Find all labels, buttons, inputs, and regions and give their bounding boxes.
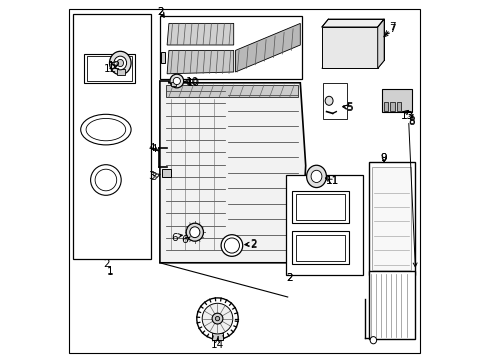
Text: 4: 4 — [150, 144, 157, 154]
Ellipse shape — [90, 165, 121, 195]
Text: 9: 9 — [380, 153, 386, 163]
Bar — [117, 69, 124, 75]
Ellipse shape — [114, 56, 126, 70]
Text: 7: 7 — [389, 22, 395, 32]
Bar — [321, 27, 377, 68]
Ellipse shape — [95, 169, 117, 191]
Text: 14: 14 — [210, 339, 224, 350]
Text: 12: 12 — [104, 64, 117, 74]
Ellipse shape — [81, 114, 131, 145]
Bar — [291, 231, 348, 264]
Text: 12: 12 — [107, 60, 121, 71]
Ellipse shape — [173, 77, 180, 85]
Ellipse shape — [202, 303, 232, 334]
Text: 1: 1 — [107, 267, 114, 277]
Bar — [161, 52, 165, 63]
Bar — [170, 82, 176, 86]
Ellipse shape — [310, 170, 321, 183]
Text: 2: 2 — [249, 239, 256, 249]
Text: 13: 13 — [400, 111, 413, 121]
Polygon shape — [326, 94, 331, 104]
Bar — [291, 191, 348, 223]
Bar — [84, 54, 134, 83]
Text: 5: 5 — [346, 102, 352, 112]
Text: 2: 2 — [249, 240, 256, 250]
Bar — [322, 83, 347, 119]
Ellipse shape — [86, 118, 125, 141]
Polygon shape — [167, 50, 233, 74]
Bar — [311, 169, 316, 184]
Text: 9: 9 — [380, 153, 386, 163]
Text: 11: 11 — [325, 176, 339, 186]
Bar — [73, 14, 151, 259]
Text: 2: 2 — [285, 273, 292, 283]
Bar — [295, 194, 345, 220]
Ellipse shape — [369, 337, 376, 344]
Bar — [383, 102, 387, 111]
Bar — [285, 175, 363, 275]
Bar — [389, 102, 394, 111]
Bar — [381, 89, 411, 112]
Ellipse shape — [221, 235, 242, 256]
Polygon shape — [166, 85, 297, 97]
Text: 6: 6 — [171, 233, 178, 243]
Text: 3: 3 — [150, 172, 157, 182]
Text: 3: 3 — [148, 171, 155, 181]
Text: 2: 2 — [157, 6, 164, 17]
Bar — [162, 169, 170, 177]
Bar — [368, 271, 415, 339]
Text: 2: 2 — [157, 6, 164, 17]
Ellipse shape — [212, 313, 223, 324]
Bar — [160, 16, 302, 79]
Ellipse shape — [170, 74, 183, 88]
Text: 2: 2 — [103, 258, 110, 269]
Ellipse shape — [306, 165, 325, 188]
Text: 2: 2 — [285, 273, 292, 283]
Text: 10: 10 — [186, 78, 199, 88]
Polygon shape — [377, 19, 384, 68]
Polygon shape — [321, 60, 384, 68]
Ellipse shape — [186, 223, 203, 241]
Polygon shape — [160, 81, 305, 263]
Text: 11: 11 — [325, 176, 338, 186]
Text: 1: 1 — [107, 266, 114, 276]
Polygon shape — [321, 19, 384, 27]
Bar — [212, 333, 223, 340]
Bar — [87, 56, 132, 81]
Text: 13: 13 — [400, 111, 413, 121]
Text: 8: 8 — [407, 117, 414, 127]
Bar — [371, 167, 410, 270]
Bar — [396, 102, 401, 111]
Ellipse shape — [196, 298, 238, 339]
Ellipse shape — [325, 96, 332, 105]
Ellipse shape — [224, 238, 239, 253]
Text: 5: 5 — [346, 103, 352, 113]
Text: 7: 7 — [388, 24, 395, 34]
Polygon shape — [235, 23, 300, 72]
Ellipse shape — [109, 51, 131, 75]
Ellipse shape — [189, 227, 200, 238]
Bar — [295, 235, 345, 261]
Polygon shape — [167, 23, 233, 45]
Text: 4: 4 — [148, 143, 155, 153]
Ellipse shape — [117, 59, 123, 67]
Polygon shape — [160, 263, 287, 304]
Text: 6: 6 — [181, 235, 188, 246]
Bar — [368, 162, 415, 275]
Ellipse shape — [215, 316, 219, 321]
Text: 8: 8 — [408, 116, 414, 126]
Text: 10: 10 — [185, 77, 199, 87]
